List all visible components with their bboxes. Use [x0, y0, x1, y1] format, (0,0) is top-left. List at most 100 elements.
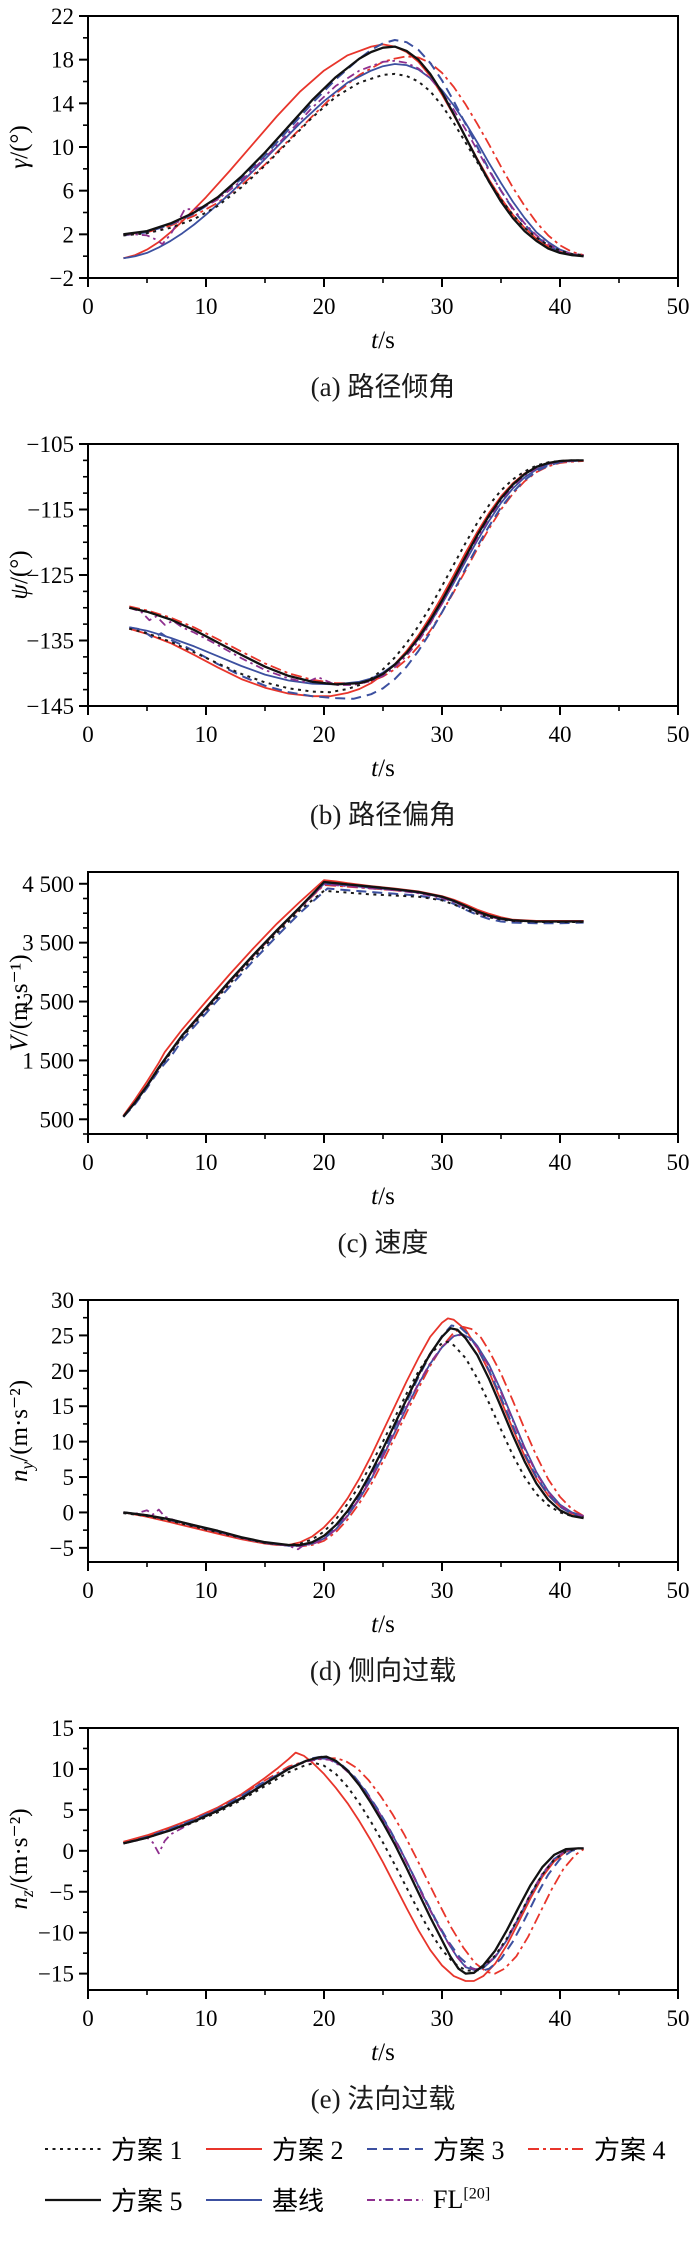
- x-tick-label: 10: [195, 1578, 218, 1603]
- series-scheme1: [129, 459, 584, 694]
- series-scheme4: [123, 1757, 585, 1975]
- series-scheme3: [129, 459, 584, 700]
- x-tick-label: 30: [431, 722, 454, 747]
- y-tick-label: −15: [38, 1962, 74, 1987]
- legend-label-scheme1: 方案 1: [111, 2136, 183, 2165]
- chart-d-canvas: −5 0 5 10 15 20 25 30 0 10 20 30 40 50 t/s ny/(m·s⁻²): [6, 1288, 690, 1638]
- x-tick-label: 30: [431, 1578, 454, 1603]
- x-axis-label: t/s: [371, 2039, 395, 2066]
- chart-panel-e: −15 −10 −5 0 5 10 15 0 10 20 30 40 50 t/s nz/(m·s⁻²) (e…: [0, 1716, 700, 2116]
- x-tick-label: 10: [195, 1150, 218, 1175]
- axis-ticks: [79, 15, 679, 287]
- series-baseline: [123, 1757, 584, 1972]
- y-tick-label: 30: [51, 1290, 74, 1313]
- series-scheme2: [129, 459, 584, 698]
- x-tick-label: 30: [431, 1150, 454, 1175]
- x-tick-label: 10: [195, 722, 218, 747]
- y-tick-label: 500: [40, 1107, 75, 1132]
- legend-item-scheme5: 方案 5: [44, 2181, 201, 2218]
- y-tick-label: 20: [51, 1359, 74, 1384]
- series-scheme5: [123, 1755, 584, 1975]
- y-tick-label: 0: [63, 1839, 75, 1864]
- legend-item-scheme3: 方案 3: [366, 2130, 523, 2167]
- legend-item-fl: FL[20]: [366, 2181, 523, 2218]
- y-tick-label: 15: [51, 1718, 74, 1741]
- chart-caption-b: (b) 路径偏角: [309, 800, 457, 830]
- axis-tick-labels: −5 0 5 10 15 20 25 30 0 10 20 30 40 50: [50, 1288, 690, 1603]
- y-tick-label: 10: [51, 1757, 74, 1782]
- x-axis-label: t/s: [371, 1183, 395, 1210]
- series-fl: [123, 1758, 584, 1971]
- y-tick-label: 25: [51, 1323, 74, 1348]
- series-scheme5: [122, 880, 584, 1118]
- y-tick-label: 10: [51, 135, 74, 160]
- chart-caption-a: (a) 路径倾角: [310, 372, 456, 402]
- x-tick-label: 50: [667, 294, 690, 319]
- x-tick-label: 40: [549, 294, 572, 319]
- legend-label-scheme2: 方案 2: [272, 2136, 344, 2165]
- chart-c-canvas: 500 1 500 2 500 3 500 4 500 0 10 20 30 40 50 t/s V/(…: [6, 871, 690, 1210]
- x-tick-label: 40: [549, 1578, 572, 1603]
- x-tick-label: 40: [549, 2006, 572, 2031]
- series-scheme1: [123, 1340, 584, 1546]
- x-tick-label: 40: [549, 722, 572, 747]
- y-tick-label: −105: [27, 434, 74, 457]
- series-scheme2: [123, 1751, 584, 1982]
- y-tick-label: −10: [38, 1921, 74, 1946]
- y-axis-label: γ/(°): [6, 125, 33, 168]
- y-tick-label: 14: [51, 91, 75, 116]
- legend-label-scheme3: 方案 3: [433, 2136, 505, 2165]
- plot-frame: [87, 871, 679, 1135]
- series-baseline: [122, 882, 584, 1118]
- chart-a-canvas: −2 2 6 10 14 18 22 0 10 20 30 40 50 t/s γ/(°): [6, 4, 690, 354]
- legend-label-fl: FL[20]: [433, 2184, 491, 2214]
- axis-tick-labels: 500 1 500 2 500 3 500 4 500 0 10 20 30 40 50: [22, 872, 689, 1175]
- x-tick-label: 0: [82, 722, 94, 747]
- chart-caption-d: (d) 侧向过载: [309, 1656, 457, 1686]
- series-scheme1: [123, 1762, 584, 1973]
- y-tick-label: 2 500: [22, 990, 74, 1015]
- legend-label-sup-fl: [20]: [463, 2184, 491, 2202]
- y-tick-label: 6: [63, 179, 75, 204]
- axis-tick-labels: −145 −135 −125 −115 −105 0 10 20 30 40 50: [27, 432, 690, 747]
- chart-panel-d: −5 0 5 10 15 20 25 30 0 10 20 30 40 50 t/s ny/(m·s⁻²) (d…: [0, 1288, 700, 1688]
- y-tick-label: 5: [63, 1465, 75, 1490]
- series-scheme4: [129, 460, 584, 684]
- series-scheme2: [122, 879, 584, 1117]
- x-tick-label: 40: [549, 1150, 572, 1175]
- axis-tick-labels: −2 2 6 10 14 18 22 0 10 20 30 40 50: [50, 4, 690, 319]
- y-tick-label: 0: [63, 1500, 75, 1525]
- series-fl: [123, 1333, 584, 1551]
- legend-label-scheme4: 方案 4: [594, 2136, 666, 2165]
- y-tick-label: −135: [27, 629, 74, 654]
- x-tick-label: 0: [82, 1578, 94, 1603]
- y-axis-label: ψ/(°): [6, 550, 33, 599]
- axis-tick-labels: −15 −10 −5 0 5 10 15 0 10 20 30 40 50: [38, 1716, 690, 2031]
- x-tick-label: 50: [667, 722, 690, 747]
- legend-swatch-scheme4: [528, 2147, 584, 2150]
- y-axis-label: V/(m·s⁻¹): [6, 954, 33, 1051]
- series-baseline: [129, 459, 584, 686]
- legend-item-baseline: 基线: [205, 2181, 362, 2218]
- series-scheme3: [122, 887, 584, 1118]
- x-axis-label: t/s: [371, 1611, 395, 1638]
- x-tick-label: 20: [313, 294, 336, 319]
- x-tick-label: 50: [667, 1578, 690, 1603]
- y-tick-label: 3 500: [22, 931, 74, 956]
- x-tick-label: 20: [313, 1150, 336, 1175]
- legend-swatch-scheme5: [45, 2198, 101, 2201]
- legend: 方案 1 方案 2 方案 3 方案 4 方案 5 基线 FL[20]: [44, 2130, 684, 2218]
- x-tick-label: 30: [431, 2006, 454, 2031]
- series-scheme5: [129, 459, 584, 686]
- series-fl: [123, 59, 584, 256]
- legend-label-scheme5: 方案 5: [111, 2187, 183, 2216]
- y-tick-label: −5: [50, 1880, 74, 1905]
- chart-b-canvas: −145 −135 −125 −115 −105 0 10 20 30 40 50 t/s ψ/(°): [6, 432, 690, 782]
- x-tick-label: 0: [82, 294, 94, 319]
- y-tick-label: 4 500: [22, 872, 74, 897]
- x-tick-label: 30: [431, 294, 454, 319]
- plot-frame: [87, 443, 679, 707]
- y-axis-label: nz/(m·s⁻²): [6, 1808, 37, 1909]
- x-tick-label: 50: [667, 2006, 690, 2031]
